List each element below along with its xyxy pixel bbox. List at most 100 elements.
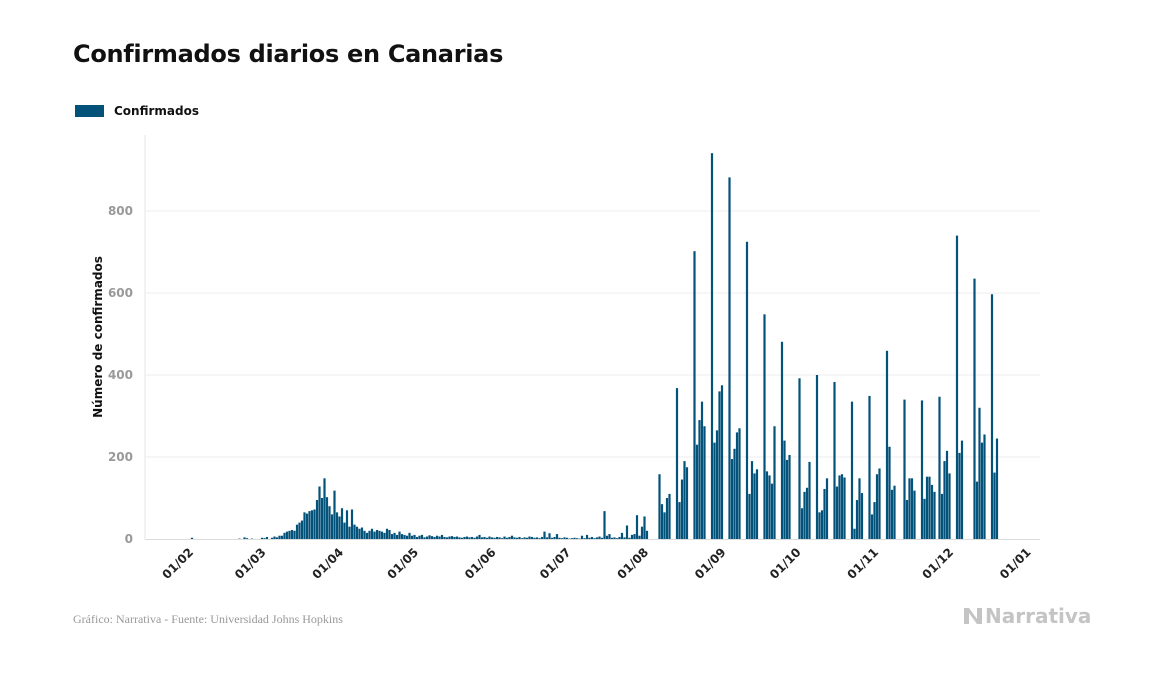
bar xyxy=(400,534,404,539)
bar xyxy=(323,478,326,539)
bar xyxy=(513,537,516,539)
bar xyxy=(455,536,459,539)
bar xyxy=(275,537,279,539)
bar xyxy=(538,538,541,539)
bar xyxy=(658,474,661,539)
bar xyxy=(858,478,861,539)
source-note: Gráfico: Narrativa - Fuente: Universidad… xyxy=(73,612,343,626)
bar xyxy=(265,536,269,539)
bar xyxy=(448,536,451,539)
bar xyxy=(585,534,589,539)
bar xyxy=(923,498,926,539)
bar xyxy=(560,538,564,539)
bar xyxy=(325,497,329,539)
bar xyxy=(815,375,819,539)
bar xyxy=(480,537,484,539)
bar xyxy=(903,399,906,539)
bar xyxy=(190,537,194,539)
bar xyxy=(565,537,569,539)
bar xyxy=(298,522,301,539)
bar xyxy=(503,536,506,539)
bar xyxy=(700,401,704,539)
bar xyxy=(693,251,696,539)
bar xyxy=(873,502,876,539)
bar xyxy=(905,500,909,539)
bar xyxy=(960,440,964,539)
bar xyxy=(260,537,264,539)
bar xyxy=(440,534,444,539)
bar xyxy=(525,537,529,539)
bar xyxy=(713,442,716,539)
bar xyxy=(888,446,891,539)
bar xyxy=(825,478,829,539)
bar xyxy=(598,536,601,539)
bar xyxy=(468,537,471,539)
bar xyxy=(428,535,431,539)
bar xyxy=(718,391,721,539)
bar xyxy=(893,485,896,539)
bar xyxy=(768,475,771,539)
bar xyxy=(630,534,634,539)
narrativa-logo: Narrativa xyxy=(963,604,1091,628)
bar xyxy=(550,537,554,539)
bar xyxy=(453,536,456,539)
bar xyxy=(548,533,551,539)
x-tick-label: 01/01 xyxy=(997,545,1034,582)
bar xyxy=(678,502,681,539)
y-tick-label: 600 xyxy=(108,286,133,300)
bar xyxy=(385,528,389,539)
bar xyxy=(720,385,724,539)
bar xyxy=(555,534,559,539)
bar xyxy=(378,530,381,539)
bar xyxy=(438,536,441,539)
bar xyxy=(408,532,411,539)
bar xyxy=(885,350,889,539)
bar xyxy=(348,526,351,539)
bar xyxy=(818,512,821,539)
bar xyxy=(875,474,879,539)
bar xyxy=(805,487,809,539)
bar xyxy=(330,514,334,539)
bar xyxy=(450,536,454,539)
bar xyxy=(493,537,496,539)
bar xyxy=(273,536,276,539)
bar xyxy=(633,534,636,539)
bar xyxy=(738,428,741,539)
bar xyxy=(835,486,839,539)
bar xyxy=(515,537,519,539)
bar xyxy=(358,528,361,539)
bar xyxy=(978,407,981,539)
bar xyxy=(523,537,526,539)
bar xyxy=(645,530,649,539)
bar xyxy=(505,537,509,539)
bar xyxy=(243,537,246,539)
x-tick-label: 01/03 xyxy=(232,545,269,582)
bar xyxy=(535,537,539,539)
bar xyxy=(770,483,774,539)
bar xyxy=(303,512,306,539)
bar xyxy=(338,516,341,539)
bar xyxy=(463,536,466,539)
x-tick-label: 01/12 xyxy=(920,545,957,582)
bar xyxy=(483,536,486,539)
bar xyxy=(910,478,914,539)
bar xyxy=(368,530,371,539)
bar xyxy=(958,452,961,539)
bar xyxy=(485,537,489,539)
bar xyxy=(638,535,641,539)
bar xyxy=(975,481,979,539)
bar xyxy=(300,520,304,539)
bar xyxy=(750,461,754,539)
bar xyxy=(820,510,824,539)
bar xyxy=(510,535,514,539)
bar xyxy=(605,535,609,539)
bar xyxy=(305,513,309,539)
bar xyxy=(418,535,421,539)
x-tick-label: 01/07 xyxy=(537,545,574,582)
bar xyxy=(995,438,999,539)
bar xyxy=(425,536,429,539)
x-tick-label: 01/05 xyxy=(385,545,422,582)
bar xyxy=(533,537,536,539)
bar xyxy=(588,537,591,539)
